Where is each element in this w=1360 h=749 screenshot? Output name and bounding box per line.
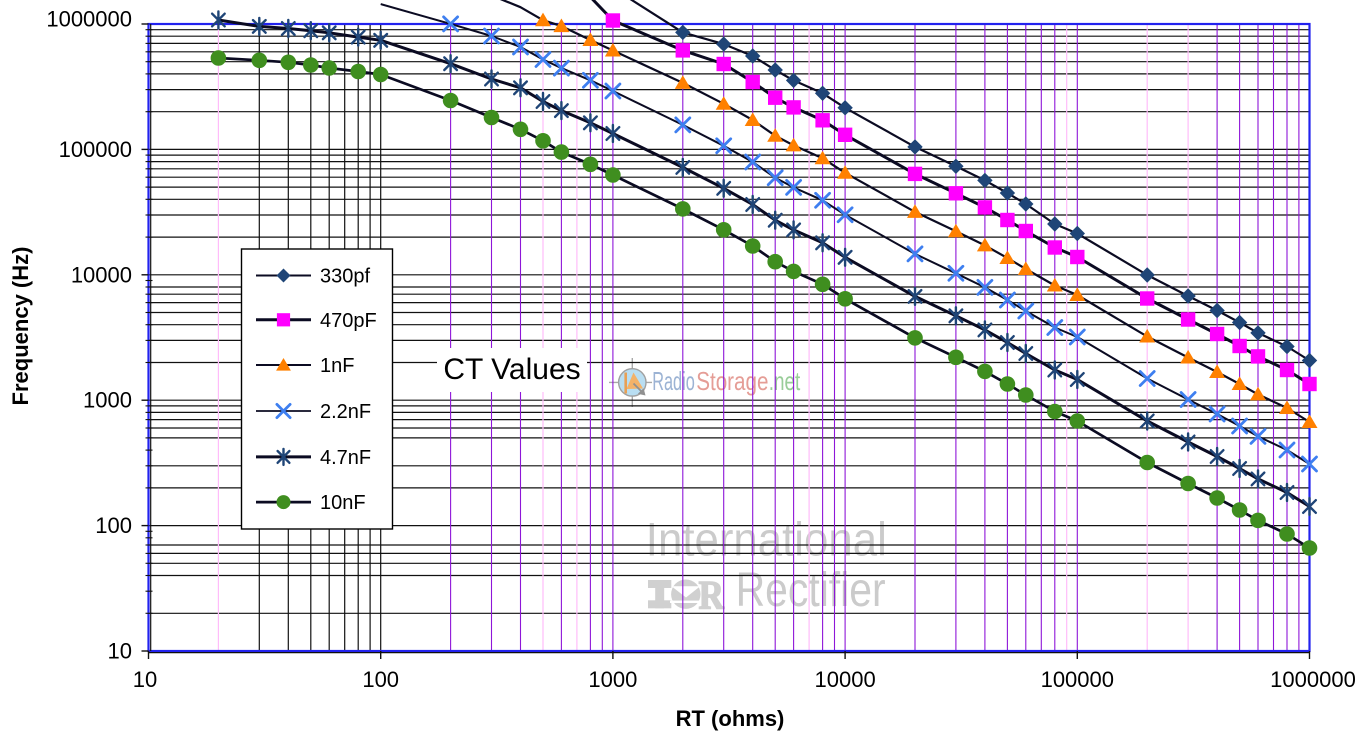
svg-text:100000: 100000 [59, 137, 132, 162]
svg-text:1000: 1000 [83, 388, 132, 413]
svg-text:10: 10 [133, 667, 157, 692]
svg-text:330pf: 330pf [320, 266, 370, 288]
svg-text:.net: .net [769, 366, 801, 396]
svg-text:4.7nF: 4.7nF [320, 447, 371, 469]
svg-text:100: 100 [95, 513, 132, 538]
svg-text:CT Values: CT Values [443, 353, 580, 386]
svg-text:Storage: Storage [696, 366, 768, 396]
svg-text:2.2nF: 2.2nF [320, 401, 371, 423]
svg-text:1000000: 1000000 [46, 7, 132, 32]
svg-text:100000: 100000 [1041, 667, 1114, 692]
svg-text:10nF: 10nF [320, 492, 366, 514]
svg-text:10: 10 [108, 639, 132, 664]
svg-text:1000000: 1000000 [1270, 667, 1356, 692]
svg-text:1nF: 1nF [320, 355, 354, 377]
svg-text:470pF: 470pF [320, 310, 377, 332]
svg-text:Radio: Radio [652, 366, 695, 396]
svg-text:10000: 10000 [71, 262, 132, 287]
svg-text:Rectifier: Rectifier [736, 564, 886, 617]
svg-text:International: International [646, 513, 887, 566]
svg-text:R: R [699, 572, 725, 617]
svg-text:Frequency (Hz): Frequency (Hz) [8, 247, 33, 406]
svg-text:1000: 1000 [588, 667, 637, 692]
svg-text:10000: 10000 [815, 667, 876, 692]
svg-text:100: 100 [362, 667, 399, 692]
svg-text:RT (ohms): RT (ohms) [676, 706, 785, 731]
